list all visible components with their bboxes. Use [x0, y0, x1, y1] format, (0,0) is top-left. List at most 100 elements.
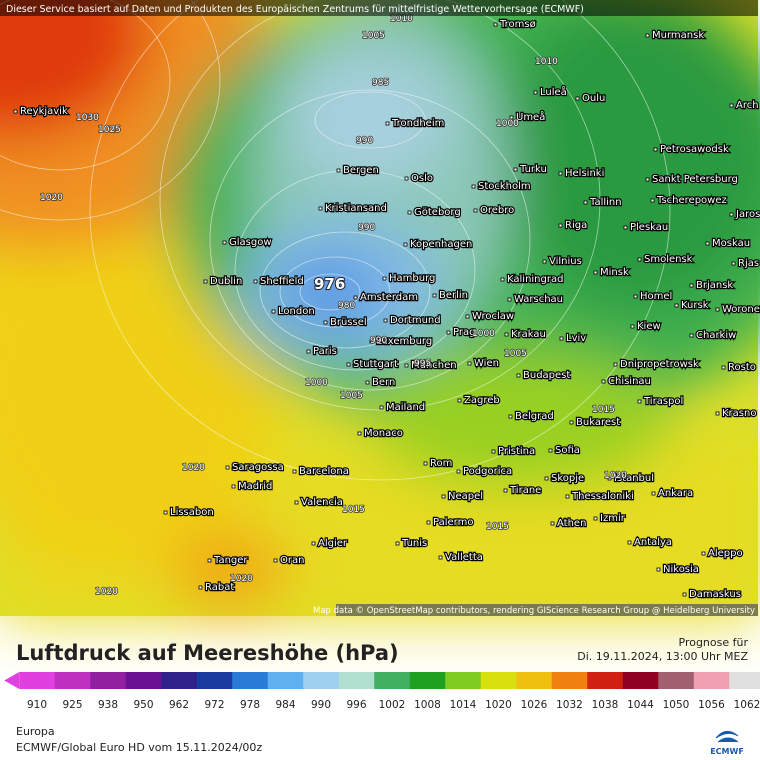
isobar-label: 1020	[182, 463, 205, 473]
city-dot	[346, 362, 351, 367]
city-label: Tromsø	[499, 19, 536, 30]
city-label: Rosto	[728, 362, 756, 373]
colorbar-arrow-left	[4, 672, 20, 689]
city-label: Antalya	[634, 537, 672, 548]
city-dot	[13, 109, 18, 114]
colorbar-label: 950	[133, 699, 153, 711]
city-dot	[645, 177, 650, 182]
forecast-label: Prognose für	[679, 636, 749, 649]
city-dot	[207, 558, 212, 563]
city-dot	[729, 103, 734, 108]
colorbar-swatch	[516, 672, 553, 689]
city-label: Pleskau	[630, 222, 668, 233]
city-dot	[689, 283, 694, 288]
city-dot	[336, 168, 341, 173]
city-label: Ankara	[658, 488, 693, 499]
city-dot	[273, 558, 278, 563]
city-label: Pristina	[498, 446, 535, 457]
city-dot	[404, 363, 409, 368]
city-label: Tirane	[509, 485, 541, 496]
city-dot	[432, 293, 437, 298]
colorbar-label: 1020	[485, 699, 512, 711]
city-dot	[575, 96, 580, 101]
city-label: Tiraspol	[643, 396, 683, 407]
city-label: Krakau	[511, 329, 546, 340]
city-dot	[508, 414, 513, 419]
city-dot	[627, 540, 632, 545]
city-dot	[357, 431, 362, 436]
low-center: 976	[314, 275, 345, 293]
colorbar-swatch	[338, 672, 375, 689]
city-dot	[513, 167, 518, 172]
city-dot	[674, 303, 679, 308]
attribution: Map data © OpenStreetMap contributors, r…	[313, 606, 755, 616]
city-label: Sankt Petersburg	[652, 174, 738, 185]
city-label: Belgrad	[515, 411, 554, 422]
city-label: Barcelona	[299, 466, 349, 477]
colorbar-label: 1014	[450, 699, 477, 711]
city-label: Thessaloniki	[571, 491, 634, 502]
logo-icon	[715, 731, 739, 743]
footer: Europa ECMWF/Global Euro HD vom 15.11.20…	[16, 725, 744, 756]
city-dot	[294, 500, 299, 505]
city-dot	[163, 510, 168, 515]
city-dot	[225, 465, 230, 470]
isobars	[0, 0, 671, 481]
city-label: Charkiw	[696, 330, 736, 341]
city-dot	[548, 448, 553, 453]
city-label: Turku	[519, 164, 547, 175]
city-label: Bukarest	[576, 417, 620, 428]
city-dot	[542, 259, 547, 264]
model-run: ECMWF/Global Euro HD vom 15.11.2024/00z	[16, 741, 262, 754]
city-label: Krasno	[722, 408, 756, 419]
colorbar-swatch	[409, 672, 446, 689]
city-dot	[382, 276, 387, 281]
city-dot	[637, 399, 642, 404]
city-label: Orebro	[480, 205, 514, 216]
city-dot	[369, 339, 374, 344]
city-dot	[653, 147, 658, 152]
map: Tromsø Murmansk Luleå Oulu Arch Reykjavik Tron…	[0, 0, 760, 620]
colorbar-label: 1026	[521, 699, 548, 711]
colorbar-label: 978	[240, 699, 260, 711]
colorbar-swatch	[125, 672, 162, 689]
city-label: Woronez	[722, 304, 760, 315]
city-label: Minsk	[600, 267, 629, 278]
city-label: Kiew	[637, 321, 661, 332]
city-dot	[403, 242, 408, 247]
colorbar-label: 962	[169, 699, 189, 711]
city-dot	[533, 90, 538, 95]
city-dot	[203, 279, 208, 284]
colorbar-label: 996	[346, 699, 366, 711]
city-dot	[630, 324, 635, 329]
city-dot	[633, 294, 638, 299]
city-dot	[457, 398, 462, 403]
city-label: Stuttgart	[353, 359, 398, 370]
isobar-label: 1025	[98, 125, 121, 135]
isobar-label: 1015	[342, 505, 365, 515]
city-dot	[569, 420, 574, 425]
colorbar-swatch	[658, 672, 695, 689]
colorbar-swatch	[729, 672, 760, 689]
city-label: Göteborg	[414, 207, 461, 218]
city-dot	[456, 469, 461, 474]
city-label: Brjansk	[696, 280, 733, 291]
city-label: Riga	[565, 220, 587, 231]
isobar-label: 1030	[76, 113, 99, 123]
colorbar-swatch	[480, 672, 517, 689]
colorbar-swatch	[54, 672, 91, 689]
city-dot	[438, 555, 443, 560]
city-label: Tscherepowez	[656, 195, 727, 206]
city-dot	[500, 277, 505, 282]
colorbar-label: 984	[275, 699, 295, 711]
city-dot	[558, 223, 563, 228]
city-dot	[491, 449, 496, 454]
city-label: Bern	[372, 377, 395, 388]
city-label: Saragossa	[232, 462, 284, 473]
colorbar-swatch	[693, 672, 730, 689]
city-dot	[729, 212, 734, 217]
city-dot	[465, 314, 470, 319]
city-label: Athen	[557, 518, 586, 529]
city-label: Skopje	[551, 473, 584, 484]
